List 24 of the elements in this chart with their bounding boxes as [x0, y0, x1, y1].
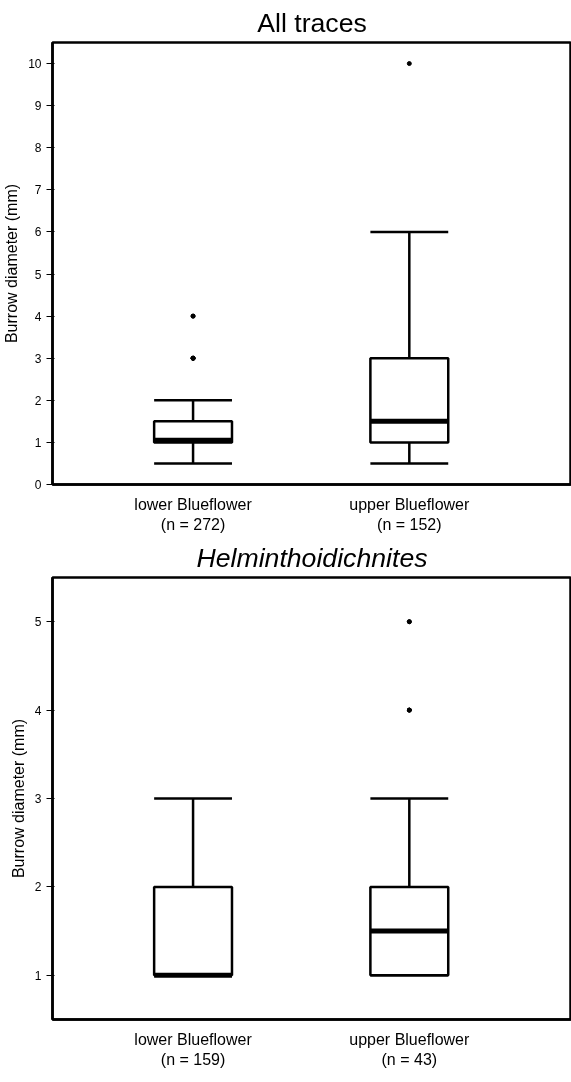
y-tick-label: 9: [34, 99, 42, 114]
x-tick-label: upper Blueflower (n = 152): [349, 495, 471, 533]
y-tick-label: 8: [34, 141, 42, 156]
y-tick-label: 6: [34, 225, 42, 240]
y-tick-label: 1: [34, 435, 42, 450]
y-tick-label: 3: [34, 792, 42, 806]
y-tick-label: 2: [34, 880, 42, 895]
y-tick-label: 4: [34, 309, 42, 324]
y-axis-title: Burrow diameter (mm): [9, 718, 27, 879]
y-tick-label: 2: [34, 393, 42, 408]
x-tick-label: lower Blueflower (n = 159): [134, 1030, 253, 1068]
y-tick-label: 3: [34, 351, 42, 366]
y-tick-label: 0: [34, 478, 42, 492]
chart-title: All traces: [257, 7, 367, 38]
x-tick-label: lower Blueflower (n = 272): [134, 495, 253, 533]
y-tick-label: 5: [34, 267, 42, 282]
y-tick-label: 4: [34, 703, 42, 718]
chart-title: Helminthoidichnites: [196, 542, 428, 573]
y-axis-title: Burrow diameter (mm): [3, 183, 21, 344]
y-tick-label: 1: [34, 968, 42, 983]
x-tick-label: upper Blueflower (n = 43): [349, 1030, 471, 1068]
y-tick-label: 7: [34, 183, 42, 198]
y-tick-label: 5: [34, 615, 42, 630]
y-tick-label: 10: [28, 57, 42, 72]
